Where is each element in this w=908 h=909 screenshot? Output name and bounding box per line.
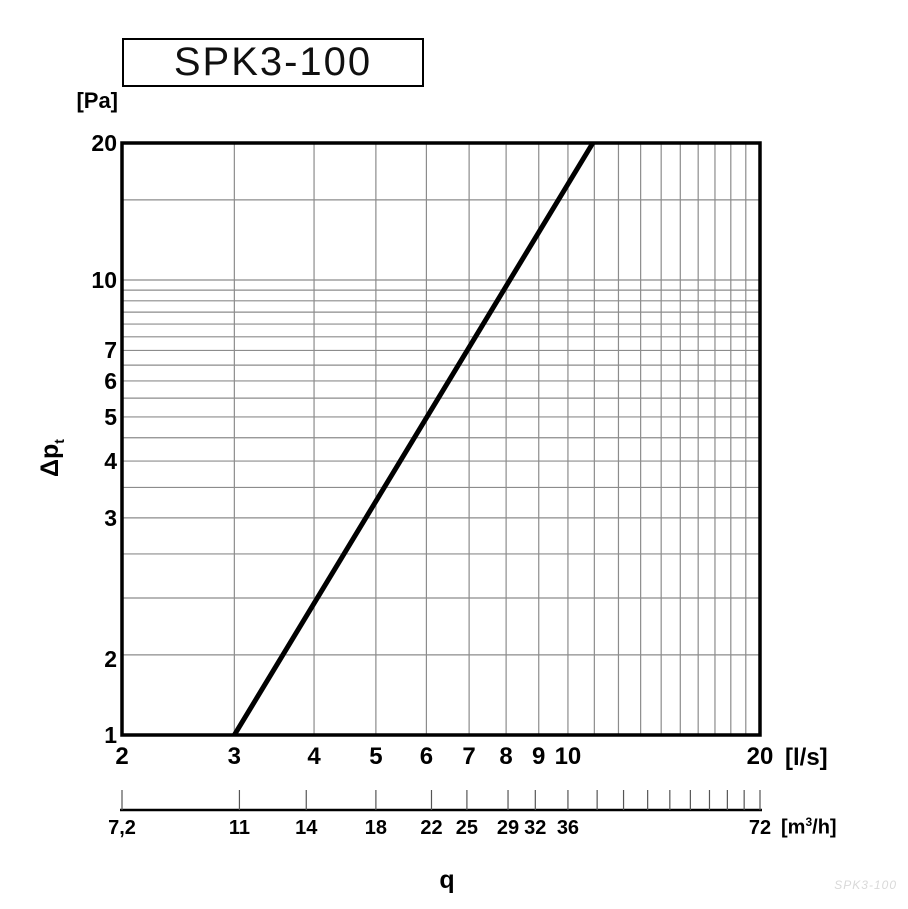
x-tick-label: 5 bbox=[369, 743, 383, 770]
flow-m3h-tick-label: 29 bbox=[496, 817, 520, 839]
y-tick-label: 20 bbox=[91, 130, 117, 156]
flow-m3h-tick-label: 18 bbox=[364, 817, 387, 839]
secondary-axis-unit-label: [m3/h] bbox=[781, 815, 837, 840]
y-tick-label: 7 bbox=[104, 337, 117, 364]
pressure-drop-curve bbox=[232, 141, 595, 737]
flow-m3h-tick-label: 14 bbox=[295, 817, 318, 839]
y-tick-label: 4 bbox=[104, 448, 117, 475]
plot-frame bbox=[120, 141, 762, 737]
y-tick-label: 5 bbox=[104, 403, 117, 430]
x-tick-label: 7 bbox=[462, 743, 476, 770]
flow-m3h-tick-label: 25 bbox=[455, 817, 479, 839]
flow-m3h-tick-label: 36 bbox=[556, 817, 580, 839]
x-tick-label: 8 bbox=[499, 743, 513, 770]
y-tick-label: 6 bbox=[104, 367, 117, 394]
y-axis-unit-label: [Pa] bbox=[76, 88, 118, 113]
x-tick-label: 9 bbox=[532, 743, 546, 770]
y-tick-label: 3 bbox=[104, 504, 117, 531]
y-tick-label: 2 bbox=[104, 645, 117, 672]
x-tick-label: 6 bbox=[419, 743, 434, 770]
flow-m3h-tick-label: 7,2 bbox=[108, 817, 136, 839]
x-tick-label: 3 bbox=[227, 743, 242, 770]
m3h-unit-sup: 3 bbox=[805, 815, 813, 829]
flow-m3h-tick-label: 72 bbox=[748, 817, 772, 839]
m3h-unit-pre: [m bbox=[781, 816, 806, 839]
flow-m3h-tick-label: 32 bbox=[524, 817, 547, 839]
y-tick-label: 10 bbox=[91, 266, 117, 293]
m3h-unit-post: /h] bbox=[812, 816, 837, 839]
x-axis-title: q bbox=[439, 866, 455, 894]
y-tick-label: 1 bbox=[104, 722, 117, 748]
x-tick-label: 20 bbox=[746, 743, 774, 770]
watermark: SPK3-100 bbox=[834, 878, 897, 892]
chart-title: SPK3-100 bbox=[173, 40, 373, 84]
x-axis-unit-label: [l/s] bbox=[785, 744, 828, 771]
x-tick-label: 10 bbox=[554, 743, 582, 770]
flow-m3h-tick-label: 22 bbox=[420, 817, 443, 839]
x-tick-label: 4 bbox=[307, 743, 321, 770]
flow-m3h-tick-label: 11 bbox=[228, 817, 250, 839]
x-tick-label: 2 bbox=[115, 743, 129, 770]
title-box: SPK3-100 bbox=[122, 38, 424, 87]
